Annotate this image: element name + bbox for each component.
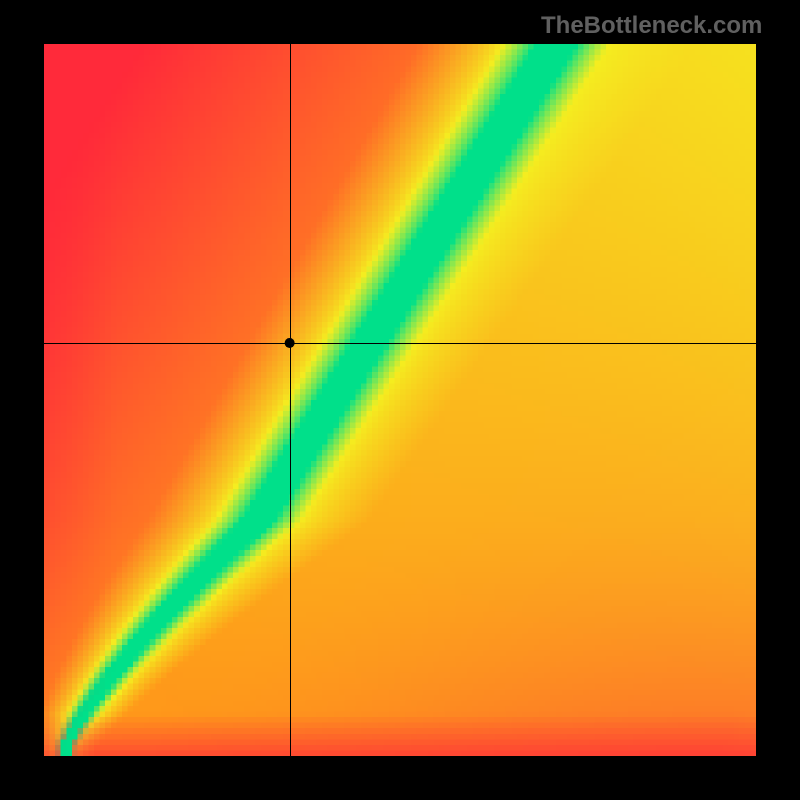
watermark-text: TheBottleneck.com xyxy=(541,12,762,40)
crosshair-overlay xyxy=(44,44,756,756)
